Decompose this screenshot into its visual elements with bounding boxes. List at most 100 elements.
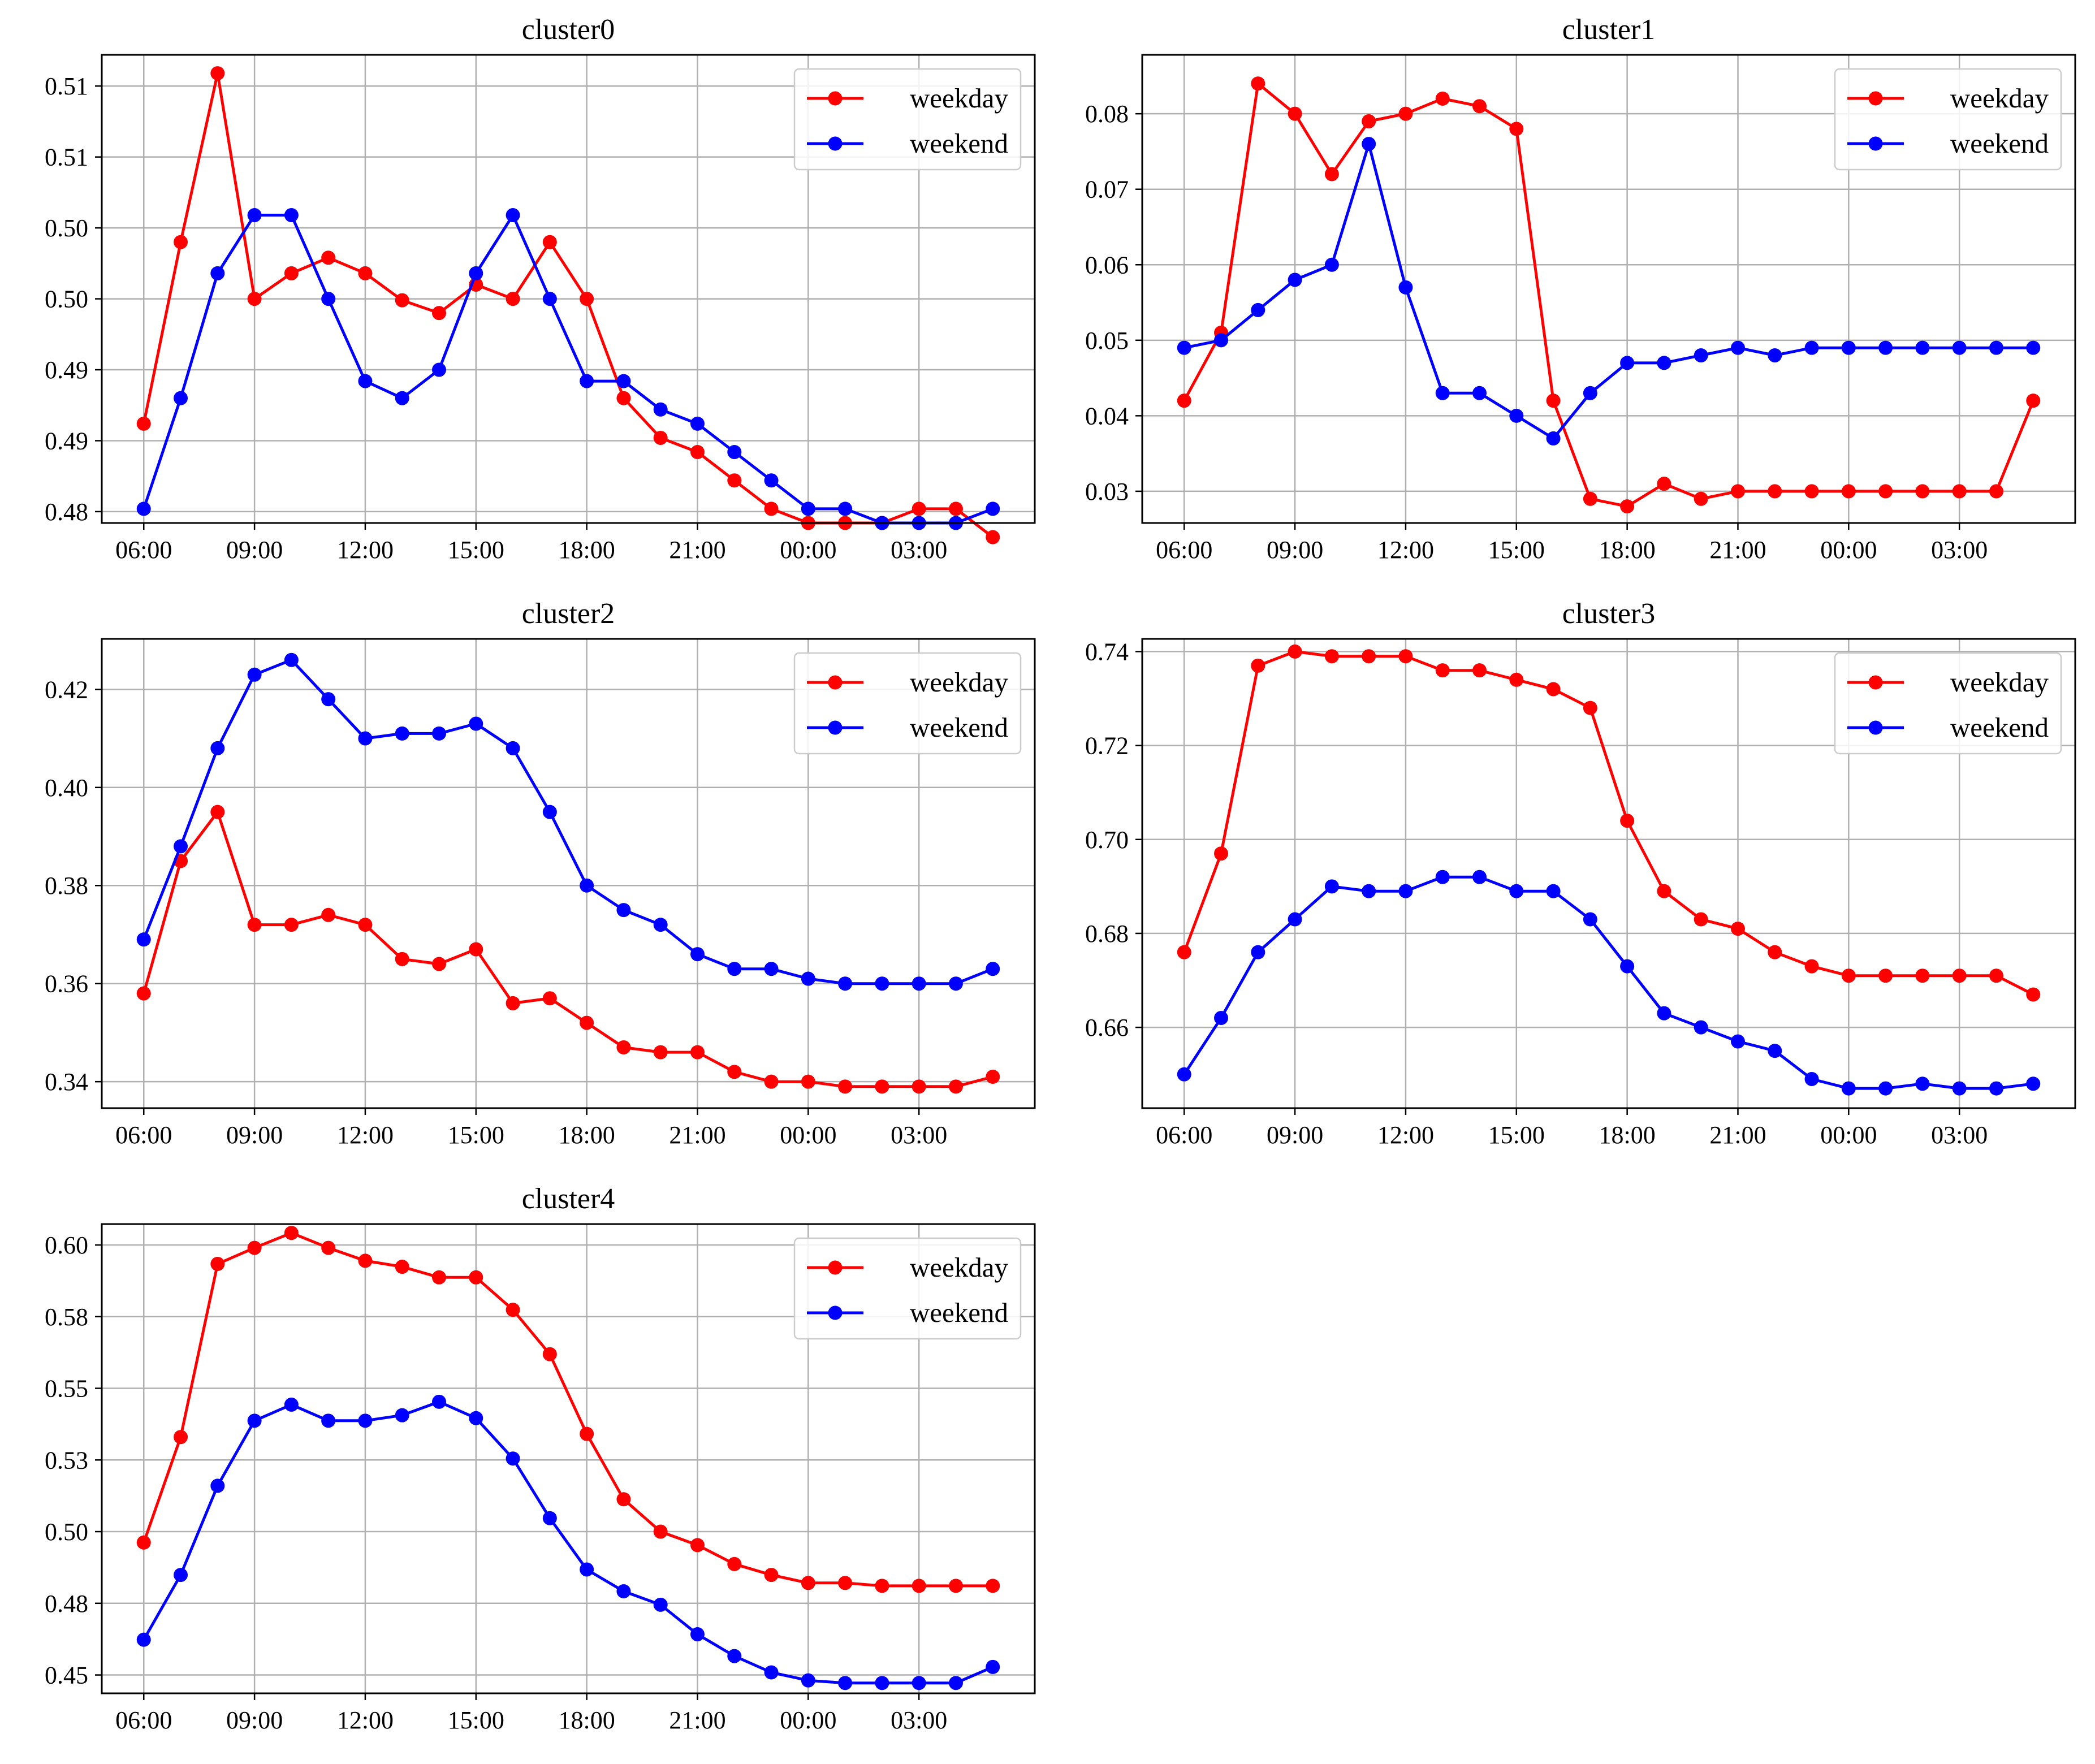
- x-tick-label: 09:00: [226, 1706, 283, 1734]
- data-point-weekend: [1768, 348, 1782, 363]
- x-tick-label: 15:00: [1488, 536, 1545, 564]
- data-point-weekend: [690, 1627, 705, 1642]
- data-point-weekday: [321, 1240, 336, 1255]
- data-point-weekday: [1324, 649, 1339, 664]
- data-point-weekday: [690, 445, 705, 460]
- data-point-weekday: [1841, 969, 1856, 983]
- data-point-weekday: [764, 501, 779, 516]
- legend-label-weekday: weekday: [910, 667, 1009, 698]
- data-point-weekday: [580, 292, 594, 306]
- x-tick-label: 06:00: [115, 1121, 172, 1149]
- data-point-weekend: [986, 1659, 1000, 1674]
- data-point-weekday: [1989, 969, 2003, 983]
- data-point-weekday: [174, 235, 188, 249]
- x-tick-label: 18:00: [559, 1121, 615, 1149]
- data-point-weekend: [1362, 137, 1376, 152]
- data-point-weekday: [616, 1040, 631, 1054]
- data-point-weekday: [1915, 484, 1930, 499]
- data-point-weekend: [395, 1408, 409, 1423]
- data-point-weekend: [986, 501, 1000, 516]
- data-point-weekday: [1583, 701, 1597, 715]
- data-point-weekday: [1546, 682, 1561, 697]
- y-tick-label: 0.36: [45, 970, 88, 998]
- data-point-weekday: [469, 1270, 483, 1285]
- data-point-weekend: [986, 962, 1000, 976]
- data-point-weekday: [1583, 491, 1597, 506]
- data-point-weekday: [1768, 945, 1782, 959]
- chart-title: cluster4: [522, 1183, 615, 1215]
- y-tick-label: 0.58: [45, 1303, 88, 1331]
- y-tick-label: 0.34: [45, 1068, 88, 1096]
- data-point-weekend: [1324, 257, 1339, 272]
- data-point-weekend: [174, 839, 188, 854]
- y-tick-label: 0.68: [1085, 920, 1129, 948]
- data-point-weekday: [542, 235, 557, 249]
- data-point-weekend: [1657, 356, 1671, 370]
- data-point-weekend: [616, 1584, 631, 1598]
- data-point-weekend: [580, 1562, 594, 1577]
- data-point-weekend: [432, 726, 447, 741]
- data-point-weekend: [1251, 945, 1265, 959]
- series-line-weekend: [1183, 875, 2034, 1090]
- data-point-weekday: [1546, 394, 1561, 408]
- data-point-weekday: [2026, 987, 2041, 1002]
- data-point-weekend: [432, 362, 447, 377]
- x-tick-label: 15:00: [448, 536, 504, 564]
- x-tick-label: 21:00: [669, 536, 725, 564]
- data-point-weekday: [801, 1074, 815, 1089]
- axes-frame: [1141, 54, 2076, 524]
- data-point-weekend: [358, 731, 373, 746]
- data-point-weekday: [1878, 969, 1893, 983]
- data-point-weekday: [1841, 484, 1856, 499]
- data-point-weekend: [1694, 348, 1708, 363]
- series-line-weekend: [142, 1400, 993, 1685]
- data-point-weekend: [912, 976, 926, 991]
- x-tick-label: 03:00: [891, 1121, 947, 1149]
- x-tick-label: 21:00: [1709, 536, 1766, 564]
- legend-label-weekend: weekend: [910, 1297, 1008, 1328]
- x-tick-label: 12:00: [337, 536, 394, 564]
- data-point-weekend: [247, 208, 262, 223]
- legend-label-weekend: weekend: [1950, 712, 2049, 743]
- data-point-weekday: [321, 250, 336, 265]
- data-point-weekend: [948, 976, 963, 991]
- data-point-weekend: [136, 1632, 151, 1647]
- data-point-weekend: [1214, 333, 1229, 348]
- chart-panel-0: cluster0 06:00 09:00 12:00 15:00 18:00 21:00 00…: [45, 14, 1036, 564]
- data-point-weekend: [616, 374, 631, 388]
- data-point-weekend: [284, 652, 299, 667]
- data-point-weekday: [1657, 477, 1671, 491]
- chart-title: cluster1: [1562, 14, 1656, 46]
- chart-title: cluster2: [522, 598, 615, 630]
- data-point-weekday: [358, 266, 373, 280]
- data-point-weekday: [210, 66, 225, 81]
- data-point-weekend: [1694, 1020, 1708, 1035]
- data-point-weekday: [506, 292, 520, 306]
- x-tick-label: 03:00: [891, 536, 947, 564]
- data-point-weekday: [506, 1303, 520, 1317]
- data-point-weekend: [542, 1511, 557, 1525]
- data-point-weekend: [838, 501, 853, 516]
- legend-label-weekday: weekday: [910, 83, 1009, 114]
- data-point-weekday: [1288, 644, 1302, 659]
- data-point-weekend: [1952, 1081, 1967, 1096]
- data-point-weekend: [1804, 340, 1819, 355]
- data-point-weekend: [690, 947, 705, 962]
- x-tick-label: 00:00: [1820, 536, 1877, 564]
- data-point-weekday: [616, 1492, 631, 1507]
- x-tick-label: 06:00: [1156, 1121, 1212, 1149]
- y-tick-label: 0.08: [1085, 100, 1129, 128]
- data-point-weekend: [1952, 340, 1967, 355]
- data-point-weekend: [469, 716, 483, 731]
- data-point-weekday: [912, 501, 926, 516]
- data-point-weekend: [580, 878, 594, 893]
- data-point-weekend: [580, 374, 594, 388]
- y-tick-label: 0.38: [45, 872, 88, 900]
- chart-panel-1: cluster1 06:00 09:00 12:00 15:00 18:00 21:00 00…: [1085, 14, 2076, 564]
- data-point-weekday: [1730, 484, 1745, 499]
- data-point-weekday: [432, 957, 447, 971]
- x-tick-label: 03:00: [891, 1706, 947, 1734]
- data-point-weekend: [653, 402, 668, 417]
- y-tick-label: 0.51: [45, 144, 88, 171]
- data-point-weekend: [358, 1413, 373, 1428]
